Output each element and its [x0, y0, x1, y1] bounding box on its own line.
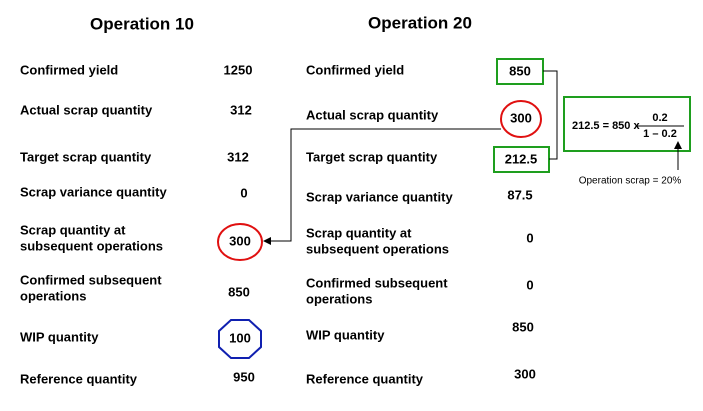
- row-label: Scrap variance quantity: [306, 189, 453, 204]
- connector: [268, 128, 501, 242]
- row-label: Scrap quantity at: [20, 222, 126, 237]
- row-label: Target scrap quantity: [306, 149, 438, 164]
- row-value: 300: [514, 366, 536, 381]
- formula-lhs: 212.5 = 850 x: [572, 120, 640, 132]
- row-value: 87.5: [507, 187, 532, 202]
- row-value: 312: [227, 149, 249, 164]
- formula-box: [563, 96, 691, 152]
- row-label: Target scrap quantity: [20, 149, 152, 164]
- row-value: 0: [526, 230, 533, 245]
- highlight-circle: [500, 100, 542, 138]
- row-label: Confirmed subsequent: [20, 272, 162, 287]
- row-value: 1250: [224, 62, 253, 77]
- formula-numerator: 0.2: [652, 112, 667, 124]
- row-value: 850: [509, 63, 531, 78]
- row-value: 100: [229, 330, 251, 345]
- row-label: Scrap quantity at: [306, 225, 412, 240]
- row-label: WIP quantity: [306, 327, 385, 342]
- row-label: Reference quantity: [20, 371, 138, 386]
- formula-denominator: 1 – 0.2: [643, 128, 677, 140]
- row-label: Actual scrap quantity: [306, 107, 439, 122]
- row-label: Confirmed yield: [306, 62, 404, 77]
- row-value: 300: [229, 233, 251, 248]
- row-label: Confirmed subsequent: [306, 275, 448, 290]
- arrow-head: [674, 141, 682, 149]
- row-label: subsequent operations: [306, 241, 449, 256]
- row-value: 0: [240, 185, 247, 200]
- arrow-head: [263, 237, 271, 245]
- row-label: operations: [20, 288, 86, 303]
- operation-title: Operation 10: [90, 14, 194, 33]
- row-label: operations: [306, 291, 372, 306]
- row-label: subsequent operations: [20, 238, 163, 253]
- row-value: 850: [512, 319, 534, 334]
- row-value: 0: [526, 277, 533, 292]
- highlight-circle: [217, 223, 263, 261]
- row-value: 850: [228, 284, 250, 299]
- row-value: 312: [230, 102, 252, 117]
- note: Operation scrap = 20%: [579, 176, 682, 187]
- row-label: WIP quantity: [20, 329, 99, 344]
- highlight-octagon: [218, 319, 262, 359]
- row-label: Reference quantity: [306, 371, 424, 386]
- row-label: Confirmed yield: [20, 62, 118, 77]
- connector: [543, 70, 558, 160]
- row-label: Actual scrap quantity: [20, 102, 153, 117]
- row-value: 300: [510, 110, 532, 125]
- operation-title: Operation 20: [368, 13, 472, 32]
- row-value: 212.5: [505, 151, 538, 166]
- row-label: Scrap variance quantity: [20, 184, 167, 199]
- row-value: 950: [233, 369, 255, 384]
